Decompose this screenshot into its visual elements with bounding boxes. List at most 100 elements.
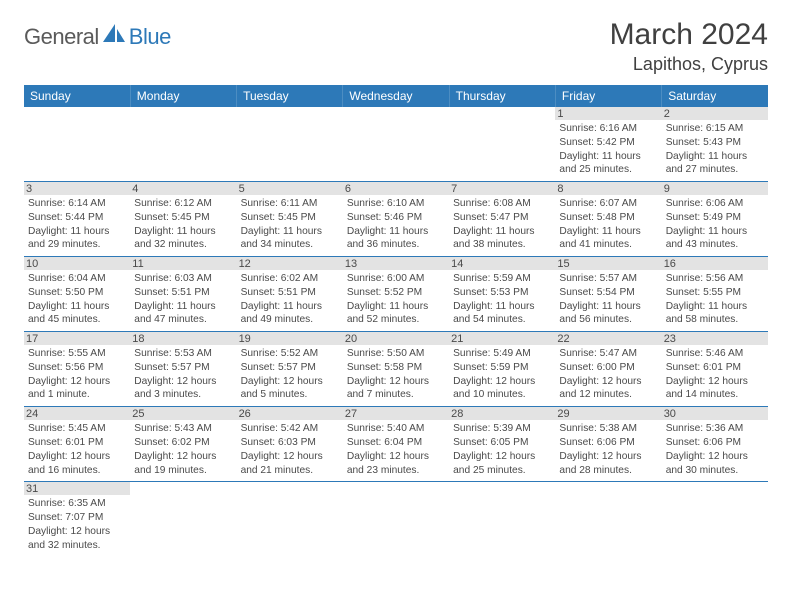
detail-line: and 23 minutes. (347, 464, 445, 478)
logo-text-general: General (24, 24, 99, 50)
day-number: 3 (24, 182, 130, 195)
day-details: Sunrise: 5:39 AMSunset: 6:05 PMDaylight:… (453, 422, 551, 477)
detail-line: Daylight: 12 hours (28, 450, 126, 464)
day-number: 11 (130, 257, 236, 270)
detail-line: Daylight: 11 hours (453, 225, 551, 239)
detail-line: Sunrise: 5:53 AM (134, 347, 232, 361)
detail-line: and 1 minute. (28, 388, 126, 402)
calendar-cell: . (130, 482, 236, 557)
detail-line: Sunrise: 6:04 AM (28, 272, 126, 286)
day-number: 27 (343, 407, 449, 420)
detail-line: Sunrise: 6:14 AM (28, 197, 126, 211)
detail-line: Sunrise: 5:55 AM (28, 347, 126, 361)
day-details: Sunrise: 5:55 AMSunset: 5:56 PMDaylight:… (28, 347, 126, 402)
detail-line: Sunset: 5:49 PM (666, 211, 764, 225)
day-details: Sunrise: 6:06 AMSunset: 5:49 PMDaylight:… (666, 197, 764, 252)
detail-line: Daylight: 12 hours (666, 450, 764, 464)
day-number: 14 (449, 257, 555, 270)
calendar-cell: 10 Sunrise: 6:04 AMSunset: 5:50 PMDayligh… (24, 257, 130, 332)
day-number: 9 (662, 182, 768, 195)
detail-line: Sunrise: 5:47 AM (559, 347, 657, 361)
calendar-cell: 31 Sunrise: 6:35 AMSunset: 7:07 PMDayligh… (24, 482, 130, 557)
day-number: 22 (555, 332, 661, 345)
detail-line: Sunrise: 5:38 AM (559, 422, 657, 436)
day-number: 31 (24, 482, 130, 495)
calendar-cell: . (449, 107, 555, 182)
day-details: Sunrise: 6:02 AMSunset: 5:51 PMDaylight:… (241, 272, 339, 327)
day-details: Sunrise: 6:35 AMSunset: 7:07 PMDaylight:… (28, 497, 126, 552)
detail-line: Daylight: 12 hours (134, 375, 232, 389)
calendar-cell: 16Sunrise: 5:56 AMSunset: 5:55 PMDayligh… (662, 257, 768, 332)
day-details: Sunrise: 6:11 AMSunset: 5:45 PMDaylight:… (241, 197, 339, 252)
day-details: Sunrise: 5:46 AMSunset: 6:01 PMDaylight:… (666, 347, 764, 402)
detail-line: Sunrise: 5:40 AM (347, 422, 445, 436)
detail-line: and 19 minutes. (134, 464, 232, 478)
detail-line: and 7 minutes. (347, 388, 445, 402)
detail-line: Daylight: 11 hours (134, 300, 232, 314)
detail-line: Sunset: 5:53 PM (453, 286, 551, 300)
detail-line: Sunrise: 5:43 AM (134, 422, 232, 436)
detail-line: Sunset: 5:43 PM (666, 136, 764, 150)
detail-line: and 29 minutes. (28, 238, 126, 252)
detail-line: Sunset: 5:57 PM (241, 361, 339, 375)
detail-line: and 27 minutes. (666, 163, 764, 177)
calendar-header-row: SundayMondayTuesdayWednesdayThursdayFrid… (24, 85, 768, 107)
calendar-cell: 27 Sunrise: 5:40 AMSunset: 6:04 PMDayligh… (343, 407, 449, 482)
detail-line: Sunset: 6:00 PM (559, 361, 657, 375)
calendar-cell: 9 Sunrise: 6:06 AMSunset: 5:49 PMDaylight… (662, 182, 768, 257)
calendar-cell: 22Sunrise: 5:47 AMSunset: 6:00 PMDayligh… (555, 332, 661, 407)
detail-line: Sunset: 5:44 PM (28, 211, 126, 225)
detail-line: Sunset: 5:58 PM (347, 361, 445, 375)
day-number: 19 (237, 332, 343, 345)
calendar-cell: 25Sunrise: 5:43 AMSunset: 6:02 PMDayligh… (130, 407, 236, 482)
day-details: Sunrise: 6:16 AMSunset: 5:42 PMDaylight:… (559, 122, 657, 177)
detail-line: Sunrise: 5:36 AM (666, 422, 764, 436)
calendar-table: SundayMondayTuesdayWednesdayThursdayFrid… (24, 85, 768, 556)
day-number: 26 (237, 407, 343, 420)
detail-line: and 16 minutes. (28, 464, 126, 478)
detail-line: Sunrise: 6:10 AM (347, 197, 445, 211)
day-number: 6 (343, 182, 449, 195)
detail-line: Daylight: 12 hours (347, 450, 445, 464)
day-header: Thursday (449, 85, 555, 107)
detail-line: Sunset: 5:51 PM (134, 286, 232, 300)
day-details: Sunrise: 6:00 AMSunset: 5:52 PMDaylight:… (347, 272, 445, 327)
detail-line: and 10 minutes. (453, 388, 551, 402)
calendar-cell: 11 Sunrise: 6:03 AMSunset: 5:51 PMDayligh… (130, 257, 236, 332)
calendar-week-row: 3Sunrise: 6:14 AMSunset: 5:44 PMDaylight… (24, 182, 768, 257)
day-header: Tuesday (237, 85, 343, 107)
detail-line: and 34 minutes. (241, 238, 339, 252)
day-details: Sunrise: 5:53 AMSunset: 5:57 PMDaylight:… (134, 347, 232, 402)
day-details: Sunrise: 5:40 AMSunset: 6:04 PMDaylight:… (347, 422, 445, 477)
calendar-body: .....1Sunrise: 6:16 AMSunset: 5:42 PMDay… (24, 107, 768, 556)
day-details: Sunrise: 6:04 AMSunset: 5:50 PMDaylight:… (28, 272, 126, 327)
calendar-cell: . (662, 482, 768, 557)
day-details: Sunrise: 5:49 AMSunset: 5:59 PMDaylight:… (453, 347, 551, 402)
detail-line: Daylight: 11 hours (28, 225, 126, 239)
detail-line: Sunset: 5:42 PM (559, 136, 657, 150)
detail-line: Sunrise: 6:03 AM (134, 272, 232, 286)
detail-line: Daylight: 11 hours (559, 225, 657, 239)
calendar-cell: 18Sunrise: 5:53 AMSunset: 5:57 PMDayligh… (130, 332, 236, 407)
day-number: 4 (130, 182, 236, 195)
detail-line: Daylight: 11 hours (241, 225, 339, 239)
detail-line: Sunrise: 5:46 AM (666, 347, 764, 361)
detail-line: and 12 minutes. (559, 388, 657, 402)
detail-line: Daylight: 11 hours (28, 300, 126, 314)
calendar-cell: 30Sunrise: 5:36 AMSunset: 6:06 PMDayligh… (662, 407, 768, 482)
logo: General Blue (24, 24, 171, 50)
day-number: 10 (24, 257, 130, 270)
calendar-cell: 26Sunrise: 5:42 AMSunset: 6:03 PMDayligh… (237, 407, 343, 482)
detail-line: Sunrise: 6:06 AM (666, 197, 764, 211)
detail-line: Sunrise: 5:50 AM (347, 347, 445, 361)
detail-line: and 28 minutes. (559, 464, 657, 478)
detail-line: Daylight: 12 hours (241, 375, 339, 389)
calendar-cell: . (555, 482, 661, 557)
day-header: Monday (130, 85, 236, 107)
detail-line: Sunset: 5:59 PM (453, 361, 551, 375)
detail-line: Sunrise: 5:52 AM (241, 347, 339, 361)
detail-line: Sunrise: 5:57 AM (559, 272, 657, 286)
detail-line: Sunset: 6:06 PM (666, 436, 764, 450)
detail-line: and 54 minutes. (453, 313, 551, 327)
detail-line: Sunset: 6:02 PM (134, 436, 232, 450)
